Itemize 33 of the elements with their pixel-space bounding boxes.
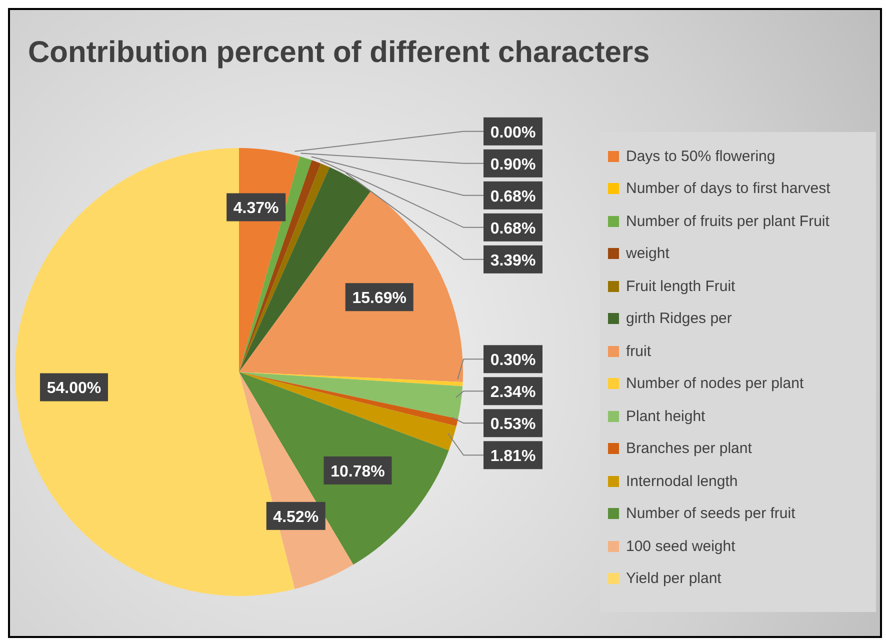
data-label: 4.52% [273, 508, 319, 526]
pie-slice [239, 372, 449, 565]
legend-label: Number of days to first harvest [626, 180, 830, 198]
data-label: 2.34% [490, 384, 536, 402]
pie-slice [239, 372, 456, 450]
legend-label: Plant height [626, 408, 706, 425]
legend-label: Yield per plant [626, 570, 722, 588]
legend-label: 100 seed weight [626, 538, 736, 555]
data-label: 10.78% [330, 463, 385, 480]
data-label: 1.81% [490, 448, 536, 466]
legend-label: Number of nodes per plant [626, 375, 804, 392]
legend-label: Number of seeds per fruit [626, 505, 796, 522]
data-label: 4.37% [233, 200, 279, 218]
legend-label: Days to 50% flowering [626, 148, 776, 165]
data-label: 3.39% [490, 252, 536, 270]
legend-label: Number of fruits per plant Fruit [626, 212, 830, 230]
legend-label: fruit [626, 342, 652, 360]
data-label: 0.30% [490, 352, 536, 370]
legend-label: Branches per plant [626, 440, 752, 458]
chart-title: Contribution percent of different characters [28, 36, 650, 70]
text: 0.00% [490, 124, 536, 142]
legend-label: Internodal length [626, 472, 738, 490]
data-label: 54.00% [46, 380, 102, 398]
legend-label: girth Ridges per [626, 310, 732, 328]
data-label: 0.68% [490, 220, 536, 238]
data-label: 15.69% [352, 290, 406, 308]
pie-slice [239, 372, 458, 426]
pie-slice [239, 372, 463, 419]
data-label: 0.53% [490, 416, 536, 434]
data-label: 0.90% [490, 156, 536, 174]
legend-label: Fruit length Fruit [626, 278, 736, 295]
legend-label: weight [626, 245, 670, 262]
data-label: 0.68% [490, 188, 536, 206]
